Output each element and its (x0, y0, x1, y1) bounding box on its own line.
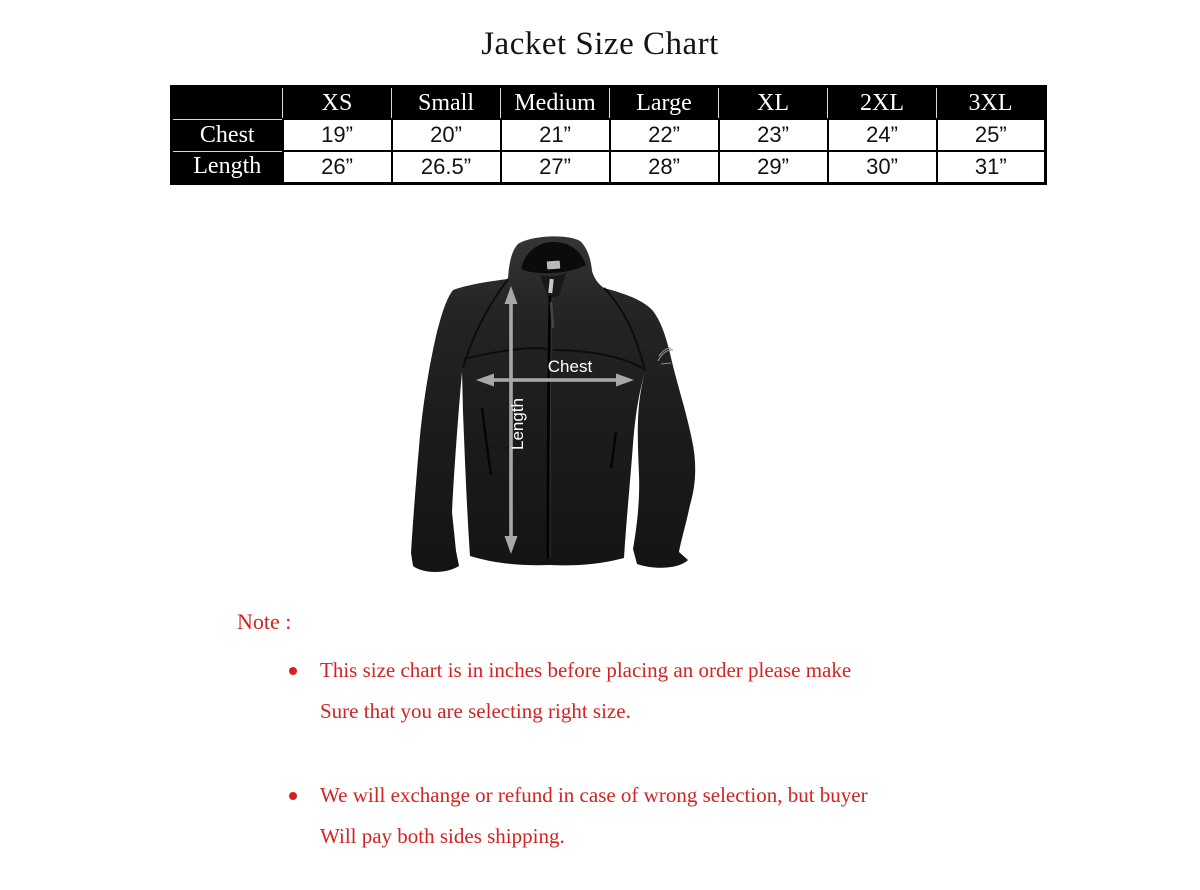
col-header-2xl: 2XL (827, 86, 937, 120)
col-header-small: Small (391, 86, 501, 120)
col-header-large: Large (609, 86, 719, 120)
collar-inner (521, 242, 586, 274)
zipper-line (546, 295, 552, 560)
col-header-xs: XS (282, 86, 392, 120)
note-text-line: Will pay both sides shipping. (320, 824, 565, 848)
table-row-chest: Chest 19” 20” 21” 22” 23” 24” 25” (171, 118, 1047, 152)
zipper-tape-highlight (548, 278, 554, 294)
chest-value-small: 20” (390, 118, 502, 152)
chest-value-2xl: 24” (826, 118, 938, 152)
chest-value-xl: 23” (717, 118, 829, 152)
length-value-small: 26.5” (390, 150, 502, 185)
note-text-line: Sure that you are selecting right size. (320, 699, 631, 723)
table-row-length: Length 26” 26.5” 27” 28” 29” 30” 31” (171, 150, 1047, 185)
chest-value-xs: 19” (281, 118, 393, 152)
note-heading: Note : (237, 609, 292, 634)
table-corner-cell (171, 86, 283, 120)
length-value-large: 28” (608, 150, 720, 185)
chest-value-large: 22” (608, 118, 720, 152)
length-arrow-label: Length (508, 398, 527, 450)
bullet-dot (289, 667, 297, 675)
zipper-highlight (549, 297, 553, 559)
col-header-xl: XL (718, 86, 828, 120)
note-text-line: This size chart is in inches before plac… (320, 658, 852, 682)
bullet-dot (289, 792, 297, 800)
row-label-chest: Chest (171, 118, 283, 152)
table-header-row: XS Small Medium Large XL 2XL 3XL (171, 86, 1046, 120)
note-bullet-item: We will exchange or refund in case of wr… (283, 775, 963, 857)
size-table: XS Small Medium Large XL 2XL 3XL Chest 1… (170, 85, 1047, 185)
brand-logo-icon (657, 347, 674, 365)
page-title: Jacket Size Chart (481, 26, 719, 62)
note-bullet-item: This size chart is in inches before plac… (283, 650, 963, 732)
chest-value-medium: 21” (499, 118, 611, 152)
chest-value-3xl: 25” (935, 118, 1047, 152)
length-value-2xl: 30” (826, 150, 938, 185)
right-pocket-zip (609, 431, 618, 469)
zipper-pull (549, 301, 555, 329)
jacket-seams (462, 278, 646, 372)
collar-tag (546, 260, 561, 270)
measurement-arrows: Chest Length (476, 286, 634, 554)
length-value-xl: 29” (717, 150, 829, 185)
jacket-image: Chest Length (411, 236, 696, 573)
length-value-3xl: 31” (935, 150, 1047, 185)
chest-arrow (476, 373, 634, 387)
row-label-length: Length (171, 150, 283, 184)
jacket-measurement-diagram: Chest Length (408, 232, 808, 602)
note-text-line: We will exchange or refund in case of wr… (320, 783, 868, 807)
length-arrow (504, 286, 518, 554)
left-pocket-zip (480, 407, 493, 476)
col-header-medium: Medium (500, 86, 610, 120)
jacket-silhouette (411, 236, 696, 573)
length-value-xs: 26” (281, 150, 393, 185)
col-header-3xl: 3XL (936, 86, 1046, 120)
chest-arrow-label: Chest (548, 357, 593, 376)
length-value-medium: 27” (499, 150, 611, 185)
